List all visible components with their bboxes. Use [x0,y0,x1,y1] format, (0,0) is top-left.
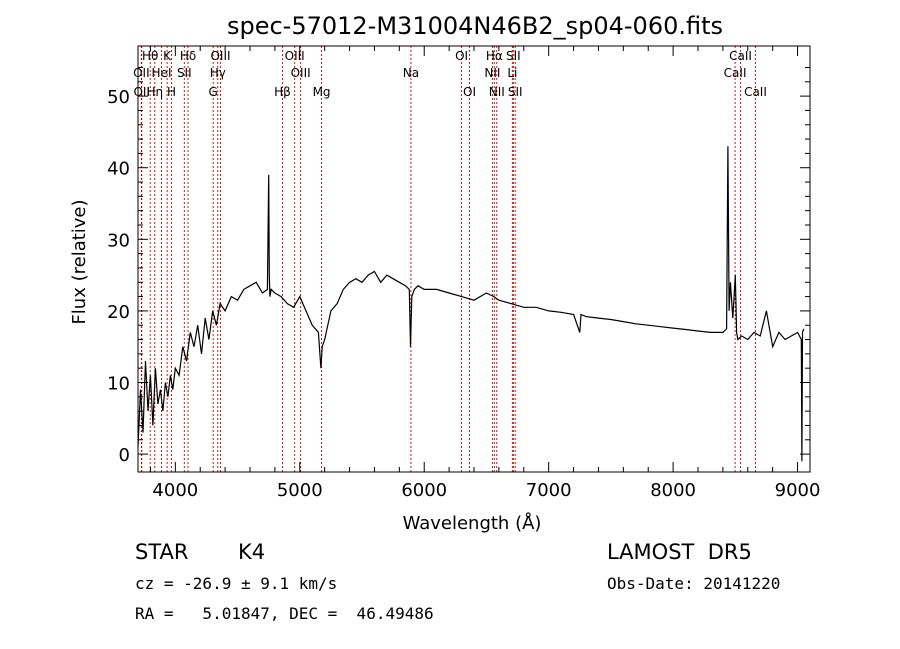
line-label: K [163,49,172,63]
line-label: OIII [210,49,230,63]
y-tick-label: 0 [119,445,130,466]
line-label: HeI [152,66,172,80]
line-label: OI [455,49,468,63]
observation-date: Obs-Date: 20141220 [607,574,781,593]
line-label: OI [463,85,476,99]
line-label: Hδ [180,49,196,63]
x-tick-label: 9000 [775,480,821,501]
y-tick-label: 20 [107,302,130,323]
object-class: STAR [135,540,189,564]
line-label: Hα [486,49,503,63]
line-label: SII [508,85,523,99]
y-tick-label: 40 [107,159,130,180]
line-label: Na [403,66,419,80]
line-label: NII [489,85,505,99]
line-label: Hβ [274,85,291,99]
coordinates: RA = 5.01847, DEC = 46.49486 [135,604,434,623]
object-subclass: K4 [238,540,266,564]
plot-frame [137,45,811,473]
line-label: OIII [285,49,305,63]
line-label: Hγ [210,66,226,80]
line-label: SII [506,49,521,63]
y-tick-label: 50 [107,87,130,108]
line-label: Li [507,66,517,80]
line-label: H [167,85,176,99]
x-tick-label: 6000 [401,480,447,501]
spectral-line-markers [140,46,756,472]
line-label: CaII [724,66,747,80]
x-tick-label: 7000 [526,480,572,501]
y-tick-label: 30 [107,230,130,251]
chart-title: spec-57012-M31004N46B2_sp04-060.fits [227,12,723,40]
line-label: NII [484,66,500,80]
line-label: OIII [291,66,311,80]
line-label: CaII [729,49,752,63]
line-label: CaII [744,85,767,99]
x-axis: 4000 5000 6000 7000 8000 9000 [149,46,821,501]
line-label: G [209,85,218,99]
y-axis: 0 10 20 30 40 50 [107,66,810,466]
line-label: Hθ [142,49,158,63]
x-tick-label: 8000 [650,480,696,501]
line-label: Mg [313,85,331,99]
radial-velocity: cz = -26.9 ± 9.1 km/s [135,574,338,593]
y-tick-label: 10 [107,374,130,395]
line-label: SII [177,66,192,80]
x-axis-label: Wavelength (Å) [403,512,542,534]
survey-name: LAMOST DR5 [607,540,752,564]
x-tick-label: 5000 [277,480,323,501]
x-tick-label: 4000 [152,480,198,501]
line-label: OII [133,66,150,80]
y-axis-label: Flux (relative) [69,199,90,324]
spectrum-line [137,146,805,462]
line-label: Hη [146,85,163,99]
